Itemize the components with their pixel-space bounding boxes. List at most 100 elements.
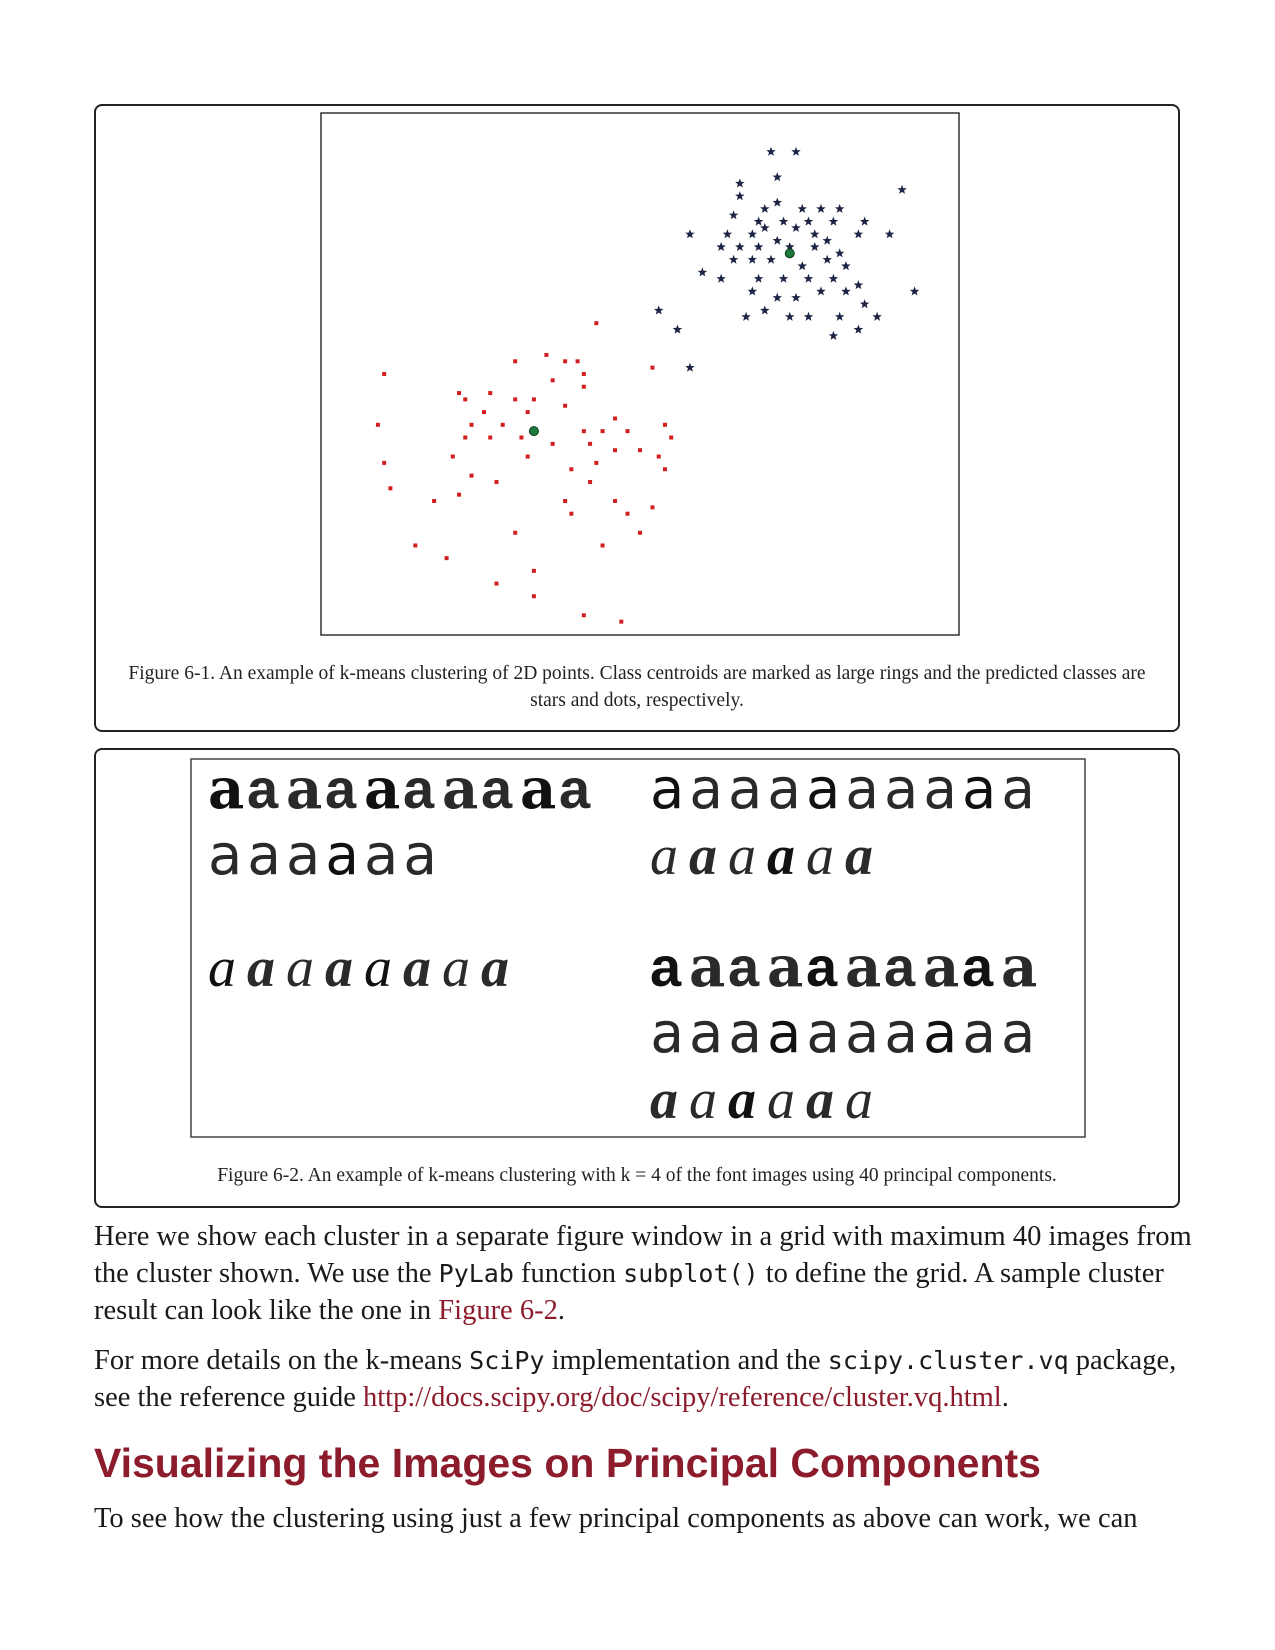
font-glyph: a [286,823,320,888]
font-glyph: a [364,823,398,888]
font-glyph: a [208,823,242,888]
text: For more details on the k-means [94,1345,470,1376]
font-glyph: a [728,1001,762,1066]
font-glyph: a [442,937,470,999]
font-glyph: a [845,1001,879,1066]
font-glyph: a [884,935,916,998]
dot-point [450,454,455,459]
font-glyph: a [364,758,400,822]
dot-point [600,543,605,548]
star-point [760,222,770,232]
dot-point [531,568,536,573]
font-glyph: a [728,1069,756,1131]
paragraph-reference: For more details on the k-means SciPy im… [94,1342,1194,1416]
font-glyph: a [247,823,281,888]
text: . [1001,1382,1009,1413]
star-point [778,273,789,283]
star-point [772,292,782,302]
star-point [685,362,695,372]
font-glyph: a [689,1001,723,1066]
font-cluster-grid: a a a a a a a a a aa a a a a aa a a a a a a a a aa a a a a aa a a a a a a a… [190,758,1086,1138]
star-point [853,324,864,334]
font-glyph: a [689,934,725,1000]
dot-point [588,441,593,446]
font-glyph: a [325,758,357,820]
code-pylab: PyLab [438,1259,514,1288]
star-point [872,311,882,321]
font-glyph: a [767,934,803,1000]
font-glyph: a [806,1001,840,1066]
star-point [834,248,845,258]
star-point [841,261,851,271]
star-point [772,172,782,182]
star-point [735,242,745,251]
dot-point [581,429,586,434]
font-glyph: a [403,937,431,999]
star-point [778,216,789,226]
star-point [760,305,770,315]
star-point [760,203,770,213]
dot-point [432,499,437,503]
centroid-marker [784,248,795,259]
font-glyph: a [728,935,760,998]
star-point [859,299,870,309]
font-glyph: a [767,1001,801,1066]
font-glyph: a [962,935,994,998]
dot-point [500,422,505,427]
dot-point [463,435,468,440]
font-glyph: a [884,758,918,822]
font-glyph: a [247,758,279,820]
font-glyph: a [559,758,591,820]
star-point [791,292,801,302]
paragraph-intro: To see how the clustering using just a f… [94,1503,1138,1534]
font-glyph: a [481,758,513,820]
star-point [828,273,839,283]
star-point [859,216,870,226]
font-glyph: a [403,823,437,888]
code-scipy: SciPy [469,1346,545,1375]
star-point [741,311,751,321]
font-glyph: a [962,1001,996,1066]
font-glyph: a [806,825,834,887]
dot-point [382,460,387,465]
star-point [897,184,907,194]
plot-frame [320,112,960,636]
font-glyph: a [325,937,353,999]
link-figure-6-2[interactable]: Figure 6-2 [438,1295,558,1326]
font-glyph: a [728,758,762,822]
star-point [672,324,683,334]
star-point [816,203,826,213]
dot-point [525,410,530,415]
dot-point [519,435,524,440]
star-point [772,235,782,245]
dot-point [563,403,568,408]
star-point [685,229,695,239]
star-point [728,210,739,220]
grid-frame [190,758,1086,1138]
figure-6-2-caption: Figure 6-2. An example of k-means cluste… [217,1165,1057,1186]
font-glyph: a [1001,758,1035,822]
text: to define the grid. A sample cluster res… [94,1258,1164,1326]
star-point [853,229,864,239]
dot-point [613,416,618,421]
font-glyph: a [767,758,801,822]
star-point [785,242,795,251]
font-glyph: a [923,1001,957,1066]
font-glyph: a [442,758,478,822]
font-glyph: a [1001,934,1037,1000]
code-subplot: subplot() [623,1259,759,1288]
font-glyph: a [806,1069,834,1131]
font-glyph: a [286,758,322,822]
section-heading: Visualizing the Images on Principal Comp… [94,1440,1041,1486]
star-point [810,229,820,239]
dot-point [550,441,555,446]
font-glyph: a [962,758,996,822]
link-scipy-reference[interactable]: http://docs.scipy.org/doc/scipy/referenc… [363,1382,1002,1413]
dot-point [531,397,536,402]
text: implementation and the [544,1345,828,1376]
star-point [728,254,739,264]
dot-point [569,511,574,516]
figure-6-1-caption: Figure 6-1. An example of k-means cluste… [128,663,1146,711]
star-point [654,305,664,315]
